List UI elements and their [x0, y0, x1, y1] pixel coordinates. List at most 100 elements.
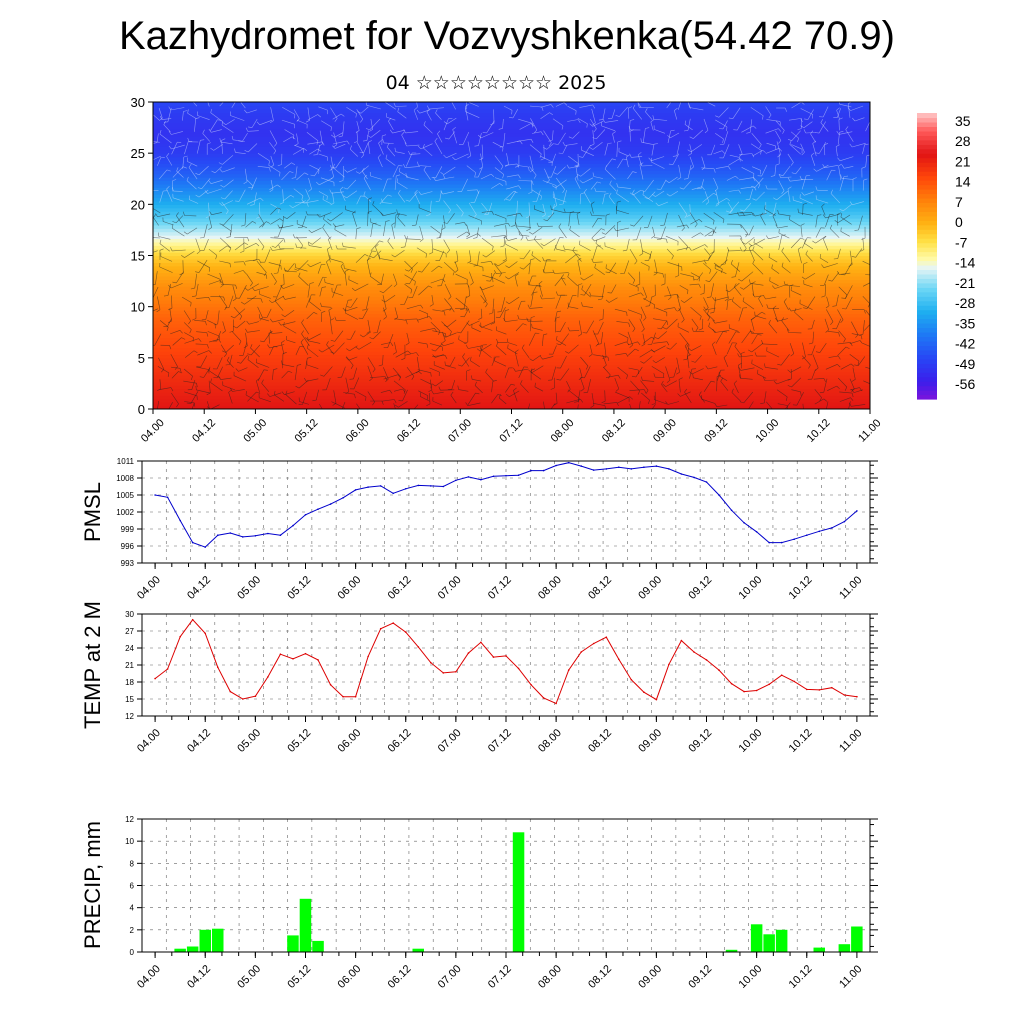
- wind-barb-flag: [641, 190, 646, 192]
- wind-barb: [223, 214, 234, 226]
- wind-barb: [456, 231, 467, 238]
- wind-barb-flag: [637, 390, 640, 395]
- wind-barb: [626, 238, 630, 251]
- wind-barb-flag: [428, 316, 433, 320]
- wind-barb-flag: [698, 328, 703, 331]
- wind-barb: [777, 225, 788, 229]
- wind-barb: [395, 105, 407, 107]
- wind-barb: [531, 365, 544, 373]
- wind-barb: [803, 121, 813, 129]
- xtick-label: 05.00: [235, 574, 263, 602]
- wind-barb: [716, 404, 728, 407]
- wind-barb-flag: [309, 297, 311, 302]
- temp-point: [204, 632, 206, 635]
- wind-barb: [751, 133, 762, 145]
- wind-barb: [691, 368, 704, 375]
- wind-barb-flag: [573, 416, 577, 417]
- heatmap-band: [153, 265, 870, 270]
- wind-barb-flag: [507, 344, 509, 349]
- wind-barb-flag: [849, 402, 852, 407]
- wind-barb: [238, 189, 246, 202]
- wind-barb-flag: [787, 177, 791, 182]
- wind-barb: [826, 170, 832, 181]
- wind-barb: [568, 212, 571, 227]
- wind-barb-flag: [698, 391, 702, 396]
- wind-barb-flag: [550, 387, 555, 390]
- wind-barb-flag: [556, 378, 561, 381]
- wind-barb: [446, 152, 457, 159]
- wind-barb-flag: [840, 174, 842, 179]
- wind-barb-flag: [666, 320, 669, 325]
- colorbar-cell: [917, 390, 937, 396]
- xtick-label: 08.00: [536, 727, 564, 755]
- wind-barb-flag: [578, 156, 583, 158]
- wind-barb: [645, 111, 653, 120]
- wind-barb: [474, 385, 483, 394]
- wind-barb: [356, 195, 361, 205]
- wind-barb-flag: [626, 312, 628, 317]
- wind-barb-flag: [801, 152, 805, 156]
- wind-barb: [465, 102, 467, 110]
- wind-barb-flag: [651, 336, 656, 340]
- wind-barb: [253, 192, 257, 205]
- wind-barb: [776, 389, 788, 398]
- wind-barb: [241, 132, 248, 142]
- wind-barb-flag: [356, 227, 361, 229]
- wind-barb-flag: [452, 271, 455, 276]
- wind-barb: [776, 378, 790, 385]
- wind-barb-flag: [378, 254, 381, 259]
- heatmap-band: [153, 361, 870, 366]
- wind-barb-flag: [734, 283, 737, 288]
- wind-barb-flag: [612, 158, 616, 161]
- wind-barb-flag: [739, 157, 741, 162]
- wind-barb: [435, 353, 445, 358]
- wind-barb: [198, 259, 208, 273]
- wind-barb: [282, 364, 295, 368]
- wind-barb: [296, 236, 304, 246]
- wind-barb: [202, 133, 211, 142]
- wind-barb-flag: [589, 147, 594, 150]
- wind-barb: [468, 345, 482, 349]
- wind-barb-flag: [638, 152, 642, 156]
- wind-barb: [259, 317, 269, 322]
- wind-barb-flag: [712, 297, 715, 301]
- wind-barb: [819, 141, 827, 154]
- wind-barb-flag: [815, 132, 820, 134]
- wind-barb-flag: [467, 155, 471, 159]
- wind-barb-flag: [651, 235, 655, 239]
- wind-barb: [774, 165, 777, 176]
- wind-barb-flag: [655, 202, 659, 207]
- wind-barb: [787, 153, 794, 163]
- wind-barb-flag: [270, 246, 273, 251]
- wind-barb-flag: [607, 357, 610, 362]
- wind-barb: [710, 144, 716, 155]
- wind-barb: [198, 189, 209, 198]
- heatmap-band: [153, 217, 870, 222]
- wind-barb-flag: [431, 349, 436, 352]
- wind-barb-flag: [786, 328, 789, 333]
- wind-barb: [715, 189, 720, 205]
- wind-barb: [377, 157, 383, 168]
- wind-barb-flag: [738, 362, 742, 366]
- wind-barb: [729, 201, 740, 213]
- wind-barb-flag: [850, 397, 854, 401]
- wind-barb: [417, 342, 428, 345]
- wind-barb-flag: [405, 342, 410, 346]
- wind-barb: [532, 226, 543, 235]
- wind-barb-flag: [273, 368, 278, 370]
- wind-barb-flag: [837, 364, 841, 368]
- wind-barb-flag: [737, 353, 740, 358]
- wind-barb-flag: [594, 263, 596, 268]
- wind-barb: [839, 176, 845, 191]
- temp-point: [342, 695, 344, 698]
- wind-barb-flag: [575, 110, 577, 115]
- wind-barb: [604, 390, 606, 402]
- wind-barb-flag: [815, 351, 820, 353]
- wind-barb-flag: [218, 375, 221, 380]
- wind-barb-flag: [406, 320, 408, 325]
- wind-barb: [729, 327, 739, 332]
- wind-barb-flag: [183, 231, 188, 235]
- wind-barb-flag: [803, 202, 807, 205]
- wind-barb-flag: [171, 224, 174, 229]
- colorbar-cell: [917, 157, 937, 163]
